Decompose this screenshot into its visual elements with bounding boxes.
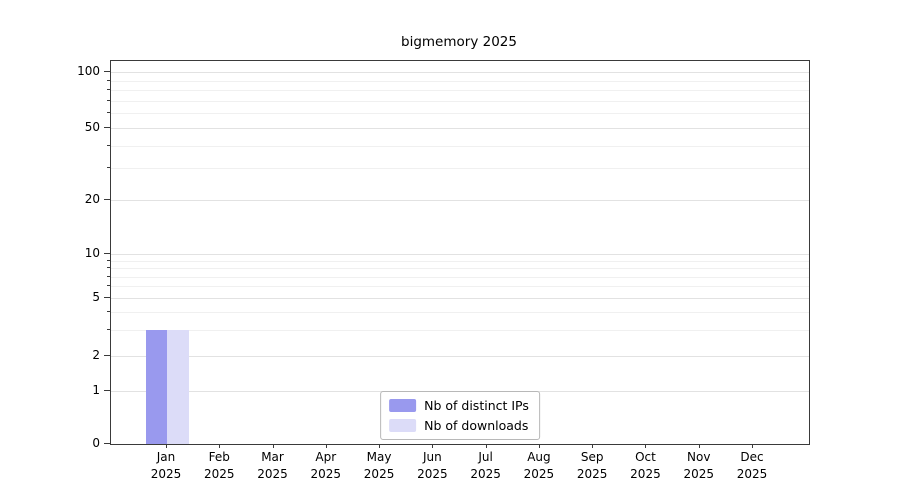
y-tick-label: 1 bbox=[92, 382, 100, 397]
legend-swatch-downloads bbox=[389, 419, 417, 432]
x-tick-mark bbox=[325, 444, 327, 448]
x-tick-label: Jul 2025 bbox=[470, 450, 501, 481]
y-tick-mark bbox=[104, 354, 110, 356]
x-tick-label: Nov 2025 bbox=[683, 450, 714, 481]
x-tick-label: Jan 2025 bbox=[150, 450, 182, 481]
major-gridline bbox=[111, 199, 809, 201]
x-tick-label: Mar 2025 bbox=[257, 450, 288, 481]
y-minor-tick-mark bbox=[107, 167, 110, 169]
legend-item-distinct-ips: Nb of distinct IPs bbox=[389, 398, 529, 413]
y-tick-label: 2 bbox=[92, 347, 100, 362]
major-gridline bbox=[111, 355, 809, 357]
x-tick-label: Apr 2025 bbox=[310, 450, 342, 481]
x-tick-label: Sep 2025 bbox=[576, 450, 608, 481]
x-tick-mark bbox=[698, 444, 700, 448]
minor-gridline bbox=[111, 276, 809, 278]
minor-gridline bbox=[111, 80, 809, 82]
y-minor-tick-mark bbox=[107, 275, 110, 277]
legend: Nb of distinct IPs Nb of downloads bbox=[380, 391, 540, 440]
y-minor-tick-mark bbox=[107, 99, 110, 101]
y-tick-mark bbox=[104, 70, 110, 72]
y-minor-tick-mark bbox=[107, 79, 110, 81]
y-tick-mark bbox=[104, 252, 110, 254]
plot-area: Nb of distinct IPs Nb of downloads bbox=[110, 60, 810, 445]
y-tick-label: 0 bbox=[92, 436, 100, 450]
x-tick-label: Jun 2025 bbox=[417, 450, 448, 481]
legend-label-distinct-ips: Nb of distinct IPs bbox=[424, 398, 529, 413]
bar-distinct-ips bbox=[145, 330, 167, 444]
x-tick-mark bbox=[272, 444, 274, 448]
y-tick-label: 100 bbox=[77, 63, 100, 78]
y-tick-mark bbox=[104, 198, 110, 200]
minor-gridline bbox=[111, 286, 809, 288]
y-tick-label: 20 bbox=[84, 191, 100, 206]
x-tick-label: Oct 2025 bbox=[630, 450, 661, 481]
major-gridline bbox=[111, 127, 809, 129]
y-minor-tick-mark bbox=[107, 329, 110, 331]
minor-gridline bbox=[111, 260, 809, 262]
y-minor-tick-mark bbox=[107, 285, 110, 287]
x-tick-mark bbox=[219, 444, 221, 448]
y-minor-tick-mark bbox=[107, 311, 110, 313]
major-gridline bbox=[111, 298, 809, 299]
x-tick-mark bbox=[166, 444, 167, 448]
bar-downloads bbox=[167, 330, 189, 444]
minor-gridline bbox=[111, 330, 809, 332]
major-gridline bbox=[111, 71, 809, 73]
chart-title: bigmemory 2025 bbox=[401, 34, 517, 50]
legend-label-downloads: Nb of downloads bbox=[424, 418, 529, 433]
x-tick-mark bbox=[645, 444, 647, 448]
legend-swatch-distinct-ips bbox=[389, 399, 417, 412]
minor-gridline bbox=[111, 312, 809, 314]
x-tick-label: May 2025 bbox=[363, 450, 395, 481]
minor-gridline bbox=[111, 268, 809, 270]
y-tick-mark bbox=[104, 126, 110, 128]
y-tick-mark bbox=[104, 297, 110, 298]
minor-gridline bbox=[111, 90, 809, 92]
y-tick-mark bbox=[104, 389, 110, 391]
minor-gridline bbox=[111, 100, 809, 102]
y-minor-tick-mark bbox=[107, 112, 110, 114]
y-tick-label: 50 bbox=[84, 119, 100, 134]
y-minor-tick-mark bbox=[107, 259, 110, 261]
x-tick-mark bbox=[432, 444, 434, 448]
y-tick-label: 10 bbox=[84, 245, 100, 260]
y-minor-tick-mark bbox=[107, 89, 110, 91]
major-gridline bbox=[111, 253, 809, 255]
x-tick-mark bbox=[592, 444, 594, 448]
minor-gridline bbox=[111, 145, 809, 147]
legend-item-downloads: Nb of downloads bbox=[389, 418, 529, 433]
y-minor-tick-mark bbox=[107, 267, 110, 269]
x-tick-mark bbox=[379, 444, 381, 448]
y-minor-tick-mark bbox=[107, 144, 110, 146]
x-tick-label: Dec 2025 bbox=[736, 450, 768, 481]
y-tick-mark bbox=[104, 443, 110, 444]
x-tick-label: Feb 2025 bbox=[203, 450, 235, 481]
x-tick-mark bbox=[485, 444, 487, 448]
minor-gridline bbox=[111, 113, 809, 115]
y-tick-label: 5 bbox=[92, 290, 100, 304]
x-tick-mark bbox=[538, 444, 540, 448]
minor-gridline bbox=[111, 168, 809, 170]
x-tick-mark bbox=[752, 444, 753, 448]
x-tick-label: Aug 2025 bbox=[523, 450, 555, 481]
